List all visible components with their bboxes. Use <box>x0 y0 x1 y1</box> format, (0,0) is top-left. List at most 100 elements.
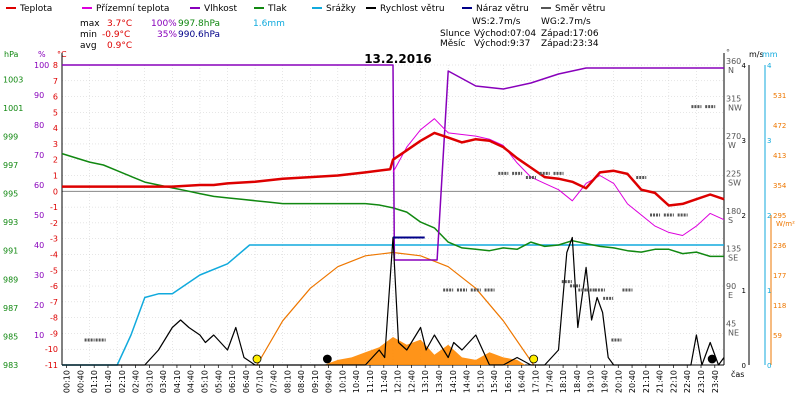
tick-label-temperature: -11 <box>45 361 58 370</box>
tick-label-time: 17:40 <box>545 370 554 393</box>
tick-label-direction: 360 <box>726 57 741 66</box>
stat-sun-label: Slunce <box>440 29 471 39</box>
unit-wm2: W/m² <box>776 220 795 228</box>
tick-label-compass: W <box>728 141 736 150</box>
tick-label-wind: 1 <box>742 287 746 295</box>
sunset-marker <box>529 354 539 364</box>
series <box>61 64 725 366</box>
tick-label-compass: NE <box>728 329 739 338</box>
tick-label-pressure: 1003 <box>3 75 23 84</box>
stat-temp-avg: 0.9°C <box>107 41 132 51</box>
tick-label-time: 12:10 <box>394 370 403 393</box>
tick-label-temperature: 2 <box>53 156 58 165</box>
tick-label-time: 02:10 <box>118 370 127 393</box>
stat-press-max: 997.8hPa <box>178 19 220 29</box>
tick-label-time: 06:40 <box>242 370 251 393</box>
tick-label-precip: 4 <box>767 62 772 70</box>
tick-label-time: 07:10 <box>256 370 265 393</box>
tick-label-temperature: 1 <box>53 172 58 181</box>
tick-label-pressure: 991 <box>3 247 18 256</box>
tick-label-time: 18:10 <box>559 370 568 393</box>
tick-label-temperature: -4 <box>50 250 58 259</box>
wind-speed-line <box>62 236 725 366</box>
tick-label-time: 04:40 <box>187 370 196 393</box>
tick-label-time: 08:40 <box>297 370 306 393</box>
stat-sun-set: Západ:17:06 <box>541 29 599 39</box>
tick-label-temperature: -8 <box>50 314 58 323</box>
tick-label-time: 04:10 <box>173 370 182 393</box>
tick-label-precip: 3 <box>767 137 771 145</box>
tick-label-time: 20:10 <box>614 370 623 393</box>
legend-label: Rychlost větru <box>380 4 445 14</box>
tick-label-time: 03:10 <box>145 370 154 393</box>
tick-label-time: 05:40 <box>214 370 223 393</box>
precipitation-line <box>62 244 724 366</box>
tick-label-time: 09:10 <box>311 370 320 393</box>
tick-label-temperature: -9 <box>50 329 58 338</box>
tick-label-time: 19:10 <box>587 370 596 393</box>
tick-label-time: 05:10 <box>201 370 210 393</box>
tick-label-humidity: 50 <box>34 211 44 220</box>
tick-label-wind: 0 <box>742 362 746 370</box>
tick-label-time: 10:10 <box>338 370 347 393</box>
moonset-marker <box>707 354 717 364</box>
tick-label-pressure: 989 <box>3 275 18 284</box>
tick-label-pressure: 1001 <box>3 104 23 113</box>
tick-label-temperature: -1 <box>50 203 58 212</box>
tick-label-time: 14:10 <box>449 370 458 393</box>
tick-label-precip: 2 <box>767 212 771 220</box>
tick-label-radiation: 413 <box>773 152 786 160</box>
tick-label-temperature: -2 <box>50 219 58 228</box>
tick-label-compass: NW <box>728 104 742 113</box>
tick-label-pressure: 993 <box>3 218 18 227</box>
tick-label-time: 00:10 <box>63 370 72 393</box>
legend-label: Vlhkost <box>204 4 237 14</box>
legend-label: Směr větru <box>555 4 605 14</box>
tick-label-compass: N <box>728 66 734 75</box>
stat-press-min: 990.6hPa <box>178 30 220 40</box>
ground-temperature-line <box>392 118 725 236</box>
tick-label-temperature: 8 <box>53 61 58 70</box>
tick-label-wind: 2 <box>742 212 746 220</box>
tick-label-time: 12:40 <box>407 370 416 393</box>
tick-label-time: 08:10 <box>283 370 292 393</box>
tick-label-temperature: -3 <box>50 235 58 244</box>
tick-label-pressure: 987 <box>3 304 18 313</box>
stat-temp-max: 3.7°C <box>107 19 132 29</box>
sun-elevation-line <box>256 251 535 366</box>
tick-label-direction: 225 <box>726 170 741 179</box>
tick-label-temperature: -5 <box>50 266 58 275</box>
tick-label-compass: S <box>728 216 733 225</box>
tick-label-pressure: 995 <box>3 190 18 199</box>
tick-label-time: 06:10 <box>228 370 237 393</box>
tick-label-pressure: 997 <box>3 161 18 170</box>
tick-label-radiation: 295 <box>773 212 786 220</box>
tick-label-precip: 0 <box>767 362 771 370</box>
legend-label: Srážky <box>326 4 357 14</box>
tick-label-time: 11:40 <box>380 370 389 393</box>
radiation-area <box>324 337 526 365</box>
tick-label-time: 20:40 <box>628 370 637 393</box>
tick-label-time: 13:40 <box>435 370 444 393</box>
tick-label-time: 03:40 <box>159 370 168 393</box>
stat-label-max: max <box>80 19 100 29</box>
tick-label-compass: SW <box>728 179 741 188</box>
tick-label-time: 16:40 <box>518 370 527 393</box>
tick-label-time: 02:40 <box>132 370 141 393</box>
pressure-line <box>61 152 724 258</box>
tick-label-time: 13:10 <box>421 370 430 393</box>
sunrise-marker <box>252 354 262 364</box>
unit-mm: mm <box>762 50 778 59</box>
unit-ms: m/s <box>749 50 764 59</box>
tick-label-humidity: 30 <box>34 271 44 280</box>
tick-label-direction: 180 <box>726 207 741 216</box>
stat-moon-set: Západ:23:34 <box>541 39 599 49</box>
tick-label-humidity: 40 <box>34 241 44 250</box>
tick-label-time: 21:10 <box>642 370 651 393</box>
stat-moon-rise: Východ:9:37 <box>474 39 530 49</box>
tick-label-temperature: 5 <box>53 108 58 117</box>
tick-label-direction: 135 <box>726 245 741 254</box>
tick-label-direction: 270 <box>726 132 741 141</box>
tick-label-wind: 3 <box>742 137 746 145</box>
